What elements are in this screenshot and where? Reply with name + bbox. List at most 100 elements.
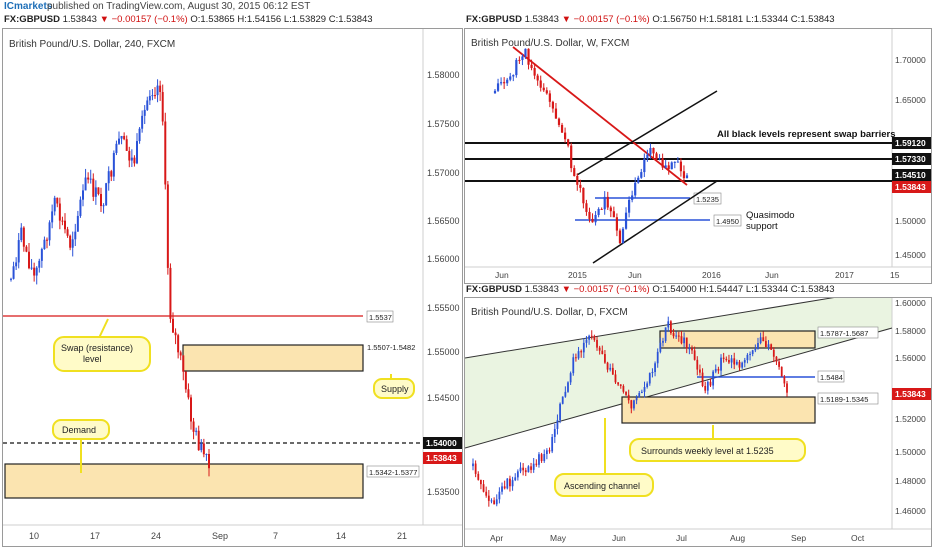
candle-body	[751, 350, 754, 354]
swap-callout-line1: Swap (resistance)	[61, 343, 133, 353]
candle-body	[551, 436, 554, 452]
candle-body	[190, 397, 192, 422]
candle-body	[637, 177, 640, 183]
candle-body	[659, 342, 662, 352]
candle-body	[539, 80, 542, 88]
weekly-chart-svg[interactable]: British Pound/U.S. Dollar, W, FXCM 1.700…	[465, 29, 931, 283]
last-price-tag-label: 1.53843	[426, 453, 457, 463]
candle-body	[741, 362, 744, 368]
candle-body	[567, 139, 570, 146]
y-tick: 1.56000	[895, 353, 926, 363]
candle-body	[767, 344, 770, 348]
candle-body	[133, 157, 136, 164]
candle-body	[561, 396, 564, 404]
candle-body	[706, 381, 709, 391]
y-tick: 1.57000	[427, 168, 460, 178]
publish-bar: ICmarkets published on TradingView.com, …	[0, 0, 932, 13]
candle-body	[598, 347, 601, 351]
symbol[interactable]: FX:GBPUSD	[466, 284, 522, 295]
x-tick: Aug	[730, 533, 745, 543]
y-tick: 1.45000	[895, 250, 926, 260]
level-15235-label: 1.5235	[696, 195, 719, 204]
candle-body	[567, 382, 569, 392]
symbol[interactable]: FX:GBPUSD	[4, 14, 60, 25]
candle-body	[667, 321, 670, 328]
h4-chart-panel[interactable]: British Pound/U.S. Dollar, 240, FXCM 1.5…	[2, 28, 463, 547]
change: −0.00157 (−0.1%)	[573, 14, 650, 25]
candle-body	[527, 466, 530, 473]
candle-body	[572, 357, 575, 374]
last-price: 1.53843	[524, 284, 559, 295]
candle-body	[590, 335, 593, 337]
swap-callout	[53, 336, 151, 372]
candle-body	[130, 157, 133, 161]
y-tick: 1.54500	[427, 393, 460, 403]
candle-body	[651, 372, 654, 374]
quasimodo-line1: Quasimodo	[746, 210, 795, 221]
candle-body	[94, 187, 97, 197]
y-tick: 1.55500	[427, 303, 460, 313]
candle-body	[634, 182, 637, 196]
candle-body	[654, 363, 656, 373]
candle-body	[519, 467, 522, 472]
candle-body	[38, 260, 41, 268]
candle-body	[74, 231, 77, 240]
last-price-tag	[892, 388, 931, 400]
candle-body	[499, 82, 503, 84]
candle-body	[582, 342, 585, 353]
author-link[interactable]: ICmarkets	[4, 1, 53, 12]
candle-body	[569, 373, 572, 383]
candle-body	[749, 353, 751, 355]
candle-body	[10, 278, 12, 280]
candle-body	[102, 205, 105, 207]
swap-callout-line2: level	[83, 354, 102, 364]
x-tick: 24	[151, 531, 161, 541]
candle-body	[557, 118, 561, 125]
candle-body	[677, 335, 680, 337]
candle-body	[161, 92, 164, 122]
tag-15912: 1.59120	[895, 138, 926, 148]
daily-chart-svg[interactable]: British Pound/U.S. Dollar, D, FXCM 1.600…	[465, 298, 931, 546]
candle-body	[136, 141, 138, 164]
candle-body	[770, 344, 773, 350]
candle-body	[680, 336, 683, 344]
candle-body	[640, 172, 643, 178]
candle-body	[655, 153, 658, 160]
weekly-chart-panel[interactable]: British Pound/U.S. Dollar, W, FXCM 1.700…	[464, 28, 932, 284]
candle-body	[22, 227, 25, 247]
candle-body	[638, 393, 641, 398]
open: O:1.53865	[190, 14, 235, 25]
level-14950-label: 1.4950	[716, 217, 739, 226]
candle-body	[646, 383, 649, 387]
daily-chart-panel[interactable]: British Pound/U.S. Dollar, D, FXCM 1.600…	[464, 297, 932, 547]
candle-body	[673, 161, 676, 163]
weekly-level-callout-text: Surrounds weekly level at 1.5235	[641, 446, 774, 456]
candle-body	[762, 337, 765, 342]
y-tick: 1.70000	[895, 55, 926, 65]
demand-callout-label: Demand	[62, 425, 96, 435]
candle-body	[515, 59, 518, 76]
x-tick: 7	[273, 531, 278, 541]
h4-quote-header: FX:GBPUSD 1.53843 ▼ −0.00157 (−0.1%) O:1…	[4, 14, 373, 26]
candle-body	[691, 348, 693, 351]
candle-body	[110, 171, 113, 177]
candle-body	[693, 350, 696, 360]
h4-chart-svg[interactable]: British Pound/U.S. Dollar, 240, FXCM 1.5…	[3, 29, 462, 546]
candle-body	[143, 109, 146, 116]
candle-body	[35, 267, 38, 276]
candle-body	[82, 190, 84, 200]
candle-body	[594, 214, 597, 223]
last-price-tag-label: 1.53843	[895, 389, 926, 399]
candle-body	[43, 239, 46, 250]
candle-body	[783, 376, 786, 384]
candle-body	[701, 372, 704, 386]
candle-body	[699, 369, 701, 373]
candle-body	[79, 199, 82, 216]
symbol[interactable]: FX:GBPUSD	[466, 14, 522, 25]
candle-body	[12, 266, 15, 279]
candle-body	[759, 337, 762, 343]
candle-body	[174, 332, 177, 336]
y-tick: 1.58000	[427, 70, 460, 80]
candle-body	[17, 240, 20, 263]
x-tick: Jun	[628, 270, 642, 280]
